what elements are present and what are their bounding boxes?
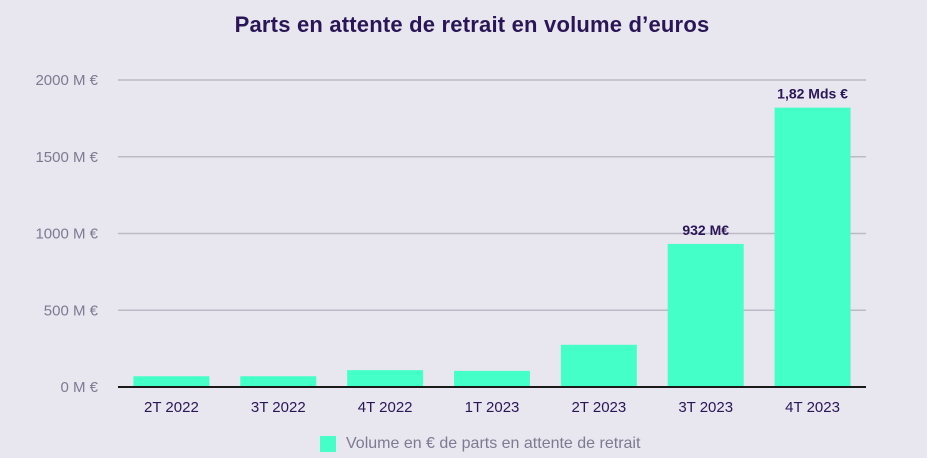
x-tick-label: 2T 2022 (144, 399, 199, 416)
y-tick-label: 1000 M € (35, 226, 98, 243)
x-tick-label: 3T 2023 (678, 399, 733, 416)
data-label: 1,82 Mds € (777, 86, 848, 102)
bar (133, 376, 210, 387)
bar (347, 370, 424, 387)
bar-chart: 0 M € 500 M € 1000 M € 1500 M € 2000 M € 2T 2… (35, 72, 866, 416)
x-tick-label: 3T 2022 (251, 399, 306, 416)
bar (560, 344, 637, 387)
x-tick-label: 4T 2023 (785, 399, 840, 416)
legend-swatch (320, 436, 336, 452)
x-tick-label: 1T 2023 (465, 399, 520, 416)
y-tick-label: 500 M € (44, 302, 99, 319)
bar (667, 243, 744, 387)
chart-title: Parts en attente de retrait en volume d’… (234, 12, 710, 37)
bar (454, 370, 530, 387)
bar (774, 107, 851, 387)
y-tick-label: 0 M € (60, 379, 98, 396)
x-tick-label: 4T 2022 (358, 399, 413, 416)
y-tick-label: 1500 M € (35, 149, 98, 166)
x-tick-label: 2T 2023 (571, 399, 626, 416)
legend: Volume en € de parts en attente de retra… (320, 435, 640, 453)
data-label: 932 M€ (682, 222, 729, 238)
bar (240, 376, 317, 387)
legend-label: Volume en € de parts en attente de retra… (346, 435, 641, 452)
y-tick-label: 2000 M € (35, 72, 98, 89)
